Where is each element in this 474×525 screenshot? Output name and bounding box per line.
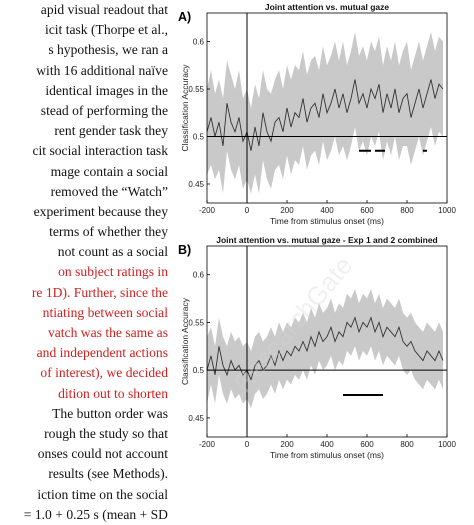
text-line: The button order was (52, 405, 168, 421)
y-axis-label: Classification Accuracy (180, 297, 190, 385)
x-tick-label: 1000 (438, 206, 456, 215)
y-tick-label: 0.5 (193, 366, 205, 375)
text-line: experiment because they (33, 203, 168, 219)
text-line: icit task (Thorpe et al., (44, 22, 168, 38)
x-tick-label: 200 (280, 206, 294, 215)
text-line: re 1D). Further, since the (31, 284, 168, 300)
figure: -200 0 200 400 600 800 1000 0.45 0.5 0.55 0.6 Joint… (178, 2, 456, 460)
confidence-band (207, 32, 443, 194)
text-line: and independent actions (36, 345, 168, 361)
panel-label: B) (178, 243, 191, 257)
y-tick-label: 0.5 (193, 133, 205, 142)
confidence-band (207, 289, 443, 409)
paper-page: apid visual readout that icit task (Thorp… (24, 2, 457, 522)
text-line: ntiating between social (42, 304, 168, 320)
y-tick-label: 0.6 (193, 271, 205, 280)
x-tick-label: 1000 (438, 440, 456, 449)
mean-accuracy-line (206, 79, 444, 151)
chart-title: Joint attention vs. mutual gaze (265, 2, 389, 12)
x-tick-label: 0 (245, 440, 250, 449)
y-tick-label: 0.55 (188, 318, 204, 327)
text-line: terms of whether they (49, 224, 168, 240)
y-tick-label: 0.45 (188, 414, 204, 423)
text-line: identical images in the (45, 82, 168, 98)
text-line: stead of performing the (40, 102, 168, 118)
text-line: onses could not account (37, 446, 168, 462)
text-line: cit social interaction task (32, 143, 168, 159)
text-line: dition out to shorten (58, 385, 168, 401)
body-text-column: apid visual readout that icit task (Thorp… (0, 0, 168, 525)
x-axis-label: Time from stimulus onset (ms) (270, 216, 384, 226)
y-tick-label: 0.45 (188, 180, 204, 189)
y-tick-label: 0.6 (193, 38, 205, 47)
text-line: s hypothesis, we ran a (48, 42, 168, 58)
x-axis-label: Time from stimulus onset (ms) (270, 450, 384, 460)
text-line: rent gender task they (54, 123, 168, 139)
x-tick-label: 800 (400, 440, 414, 449)
x-tick-label: 600 (360, 206, 374, 215)
x-tick-label: -200 (199, 440, 216, 449)
text-line: iction time on the social (37, 486, 168, 502)
x-tick-label: 600 (360, 440, 374, 449)
panel-label: A) (178, 10, 191, 24)
text-line: apid visual readout that (40, 2, 168, 17)
text-line: of interest), we decided (40, 365, 168, 381)
mean-accuracy-line (206, 316, 444, 382)
x-tick-label: 800 (400, 206, 414, 215)
chart-title: Joint attention vs. mutual gaze - Exp 1 … (216, 235, 438, 245)
text-line: = 1.0 + 0.25 s (mean + SD (23, 506, 168, 522)
panel-b-chart: -200 0 200 400 600 800 1000 0.45 0.5 0.55 0.6 Joint… (178, 235, 456, 460)
text-line: removed the “Watch” (50, 183, 168, 199)
x-tick-label: 400 (320, 440, 334, 449)
text-line: vatch was the same as (47, 325, 168, 340)
text-line: with 16 additional naïve (36, 62, 168, 78)
x-tick-label: -200 (199, 206, 216, 215)
y-tick-label: 0.55 (188, 85, 204, 94)
text-line: not count as a social (57, 244, 168, 260)
text-line: mage contain a social (50, 163, 168, 179)
panel-a-chart: -200 0 200 400 600 800 1000 0.45 0.5 0.55 0.6 Joint… (178, 2, 456, 226)
x-tick-label: 0 (245, 206, 250, 215)
text-line: on subject ratings in (58, 264, 168, 280)
y-axis-label: Classification Accuracy (180, 64, 190, 152)
text-line: rough the study so that (44, 425, 168, 441)
x-tick-label: 200 (280, 440, 294, 449)
x-tick-label: 400 (320, 206, 334, 215)
